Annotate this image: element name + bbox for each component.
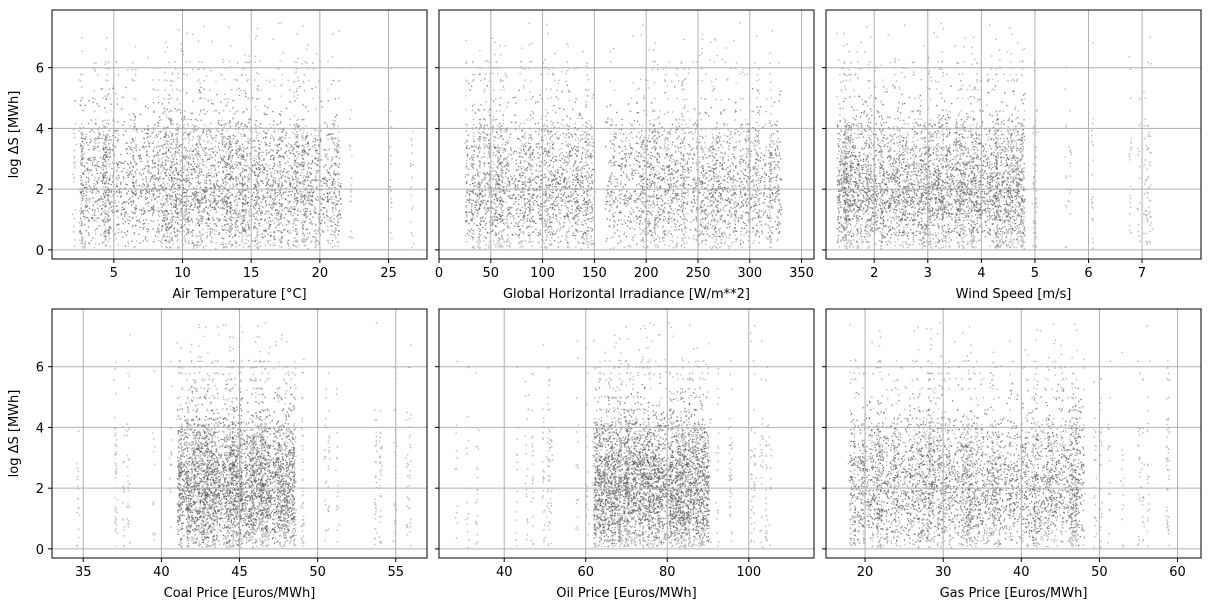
- x-axis-label: Oil Price [Euros/MWh]: [556, 586, 697, 601]
- scatter-panel-3: 2 3 4 5 6 7 Wind Speed [m/s]: [822, 9, 1202, 302]
- y-tick-label: 6: [36, 62, 44, 77]
- x-tick-label: 40: [1013, 565, 1030, 580]
- x-tick-label: 2: [870, 266, 878, 281]
- axes-frame: [438, 308, 815, 559]
- x-tick-label: 40: [153, 565, 170, 580]
- x-tick-label: 25: [380, 266, 397, 281]
- scatter-panel-6: 20 30 40 50 60 Gas Price [Euros/MWh]: [822, 308, 1202, 601]
- scatter-points: [71, 22, 415, 250]
- y-axis-label: log ΔS [MWh]: [7, 91, 22, 179]
- x-tick-label: 3: [924, 266, 932, 281]
- x-tick-label: 6: [1084, 266, 1092, 281]
- x-tick-label: 55: [387, 565, 404, 580]
- axes-frame: [438, 9, 815, 260]
- x-tick-label: 40: [496, 565, 513, 580]
- x-axis-label: Gas Price [Euros/MWh]: [940, 586, 1088, 601]
- scatter-points: [75, 322, 412, 549]
- y-axis-label: log ΔS [MWh]: [7, 390, 22, 478]
- x-tick-label: 50: [309, 565, 326, 580]
- y-tick-label: 6: [36, 361, 44, 376]
- y-tick-label: 4: [36, 421, 44, 436]
- x-tick-label: 5: [1031, 266, 1039, 281]
- axes-frame: [825, 9, 1202, 260]
- x-axis-label: Global Horizontal Irradiance [W/m**2]: [503, 287, 750, 302]
- x-tick-label: 0: [435, 266, 443, 281]
- x-tick-label: 10: [174, 266, 191, 281]
- x-tick-label: 35: [75, 565, 92, 580]
- scatter-points: [454, 322, 772, 549]
- x-tick-label: 350: [789, 266, 814, 281]
- x-tick-label: 20: [312, 266, 329, 281]
- x-tick-label: 50: [1091, 565, 1108, 580]
- scatter-points: [836, 22, 1153, 250]
- y-tick-label: 2: [36, 183, 44, 198]
- y-tick-label: 4: [36, 122, 44, 137]
- scatter-points: [847, 322, 1171, 549]
- axes-frame: [51, 9, 428, 260]
- x-tick-label: 150: [582, 266, 607, 281]
- x-tick-label: 300: [737, 266, 762, 281]
- x-axis-label: Wind Speed [m/s]: [956, 287, 1072, 302]
- x-tick-label: 4: [977, 266, 985, 281]
- x-tick-label: 50: [483, 266, 500, 281]
- scatter-points: [464, 22, 783, 250]
- scatter-panel-1: 5 10 15 20 25 0 2 4 6 Air Temperature [°C] log ΔS …: [7, 9, 428, 302]
- x-tick-label: 60: [1169, 565, 1186, 580]
- scatter-panel-2: 0 50 100 150 200 250 300 350 Global Horizontal I…: [435, 9, 815, 302]
- x-tick-label: 100: [530, 266, 555, 281]
- x-tick-label: 7: [1138, 266, 1146, 281]
- x-tick-label: 200: [634, 266, 659, 281]
- x-tick-label: 60: [577, 565, 594, 580]
- x-tick-label: 5: [110, 266, 118, 281]
- x-tick-label: 20: [857, 565, 874, 580]
- x-tick-label: 80: [659, 565, 676, 580]
- y-tick-label: 2: [36, 482, 44, 497]
- x-tick-label: 45: [231, 565, 248, 580]
- scatter-panel-4: 35 40 45 50 55 0 2 4 6 Coal Price [Euros/MWh] log …: [7, 308, 428, 601]
- scatter-panel-5: 40 60 80 100 Oil Price [Euros/MWh]: [435, 308, 815, 601]
- y-tick-label: 0: [36, 244, 44, 259]
- y-tick-label: 0: [36, 543, 44, 558]
- x-tick-label: 250: [686, 266, 711, 281]
- x-tick-label: 15: [243, 266, 260, 281]
- x-tick-label: 100: [736, 565, 761, 580]
- axes-frame: [825, 308, 1202, 559]
- x-tick-label: 30: [935, 565, 952, 580]
- x-axis-label: Coal Price [Euros/MWh]: [164, 586, 316, 601]
- x-axis-label: Air Temperature [°C]: [172, 287, 306, 302]
